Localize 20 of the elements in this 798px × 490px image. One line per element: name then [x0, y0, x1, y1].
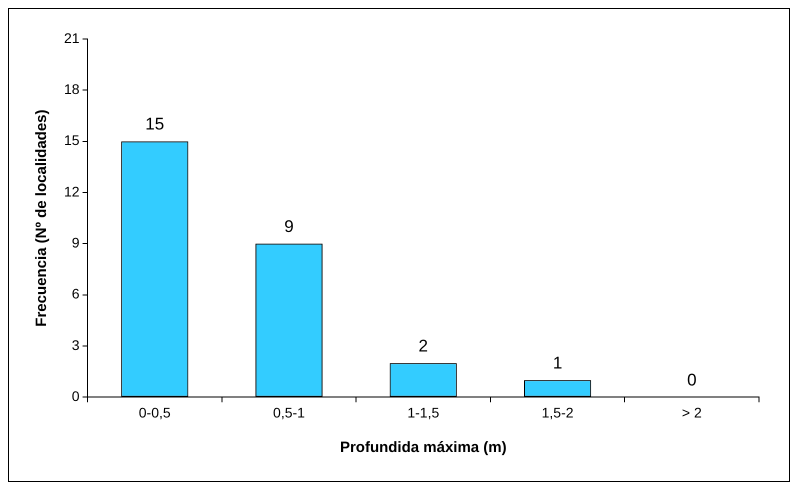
- y-tick-label: 6: [72, 286, 80, 302]
- y-tick-label: 12: [64, 183, 80, 200]
- data-label: 1: [552, 353, 562, 372]
- data-label: 9: [284, 216, 294, 236]
- x-tick-label: > 2: [682, 404, 702, 420]
- x-tick-label: 0-0,5: [138, 404, 171, 420]
- y-tick-label: 9: [72, 234, 80, 251]
- x-axis-title: Profundida máxima (m): [340, 439, 507, 456]
- x-tick-label: 1-1,5: [407, 404, 440, 420]
- data-label: 0: [687, 370, 697, 390]
- y-tick-label: 18: [64, 81, 80, 98]
- y-tick-label: 0: [72, 388, 80, 404]
- y-axis-title: Frecuencia (Nº de localidades): [33, 109, 50, 327]
- data-label: 15: [145, 114, 164, 134]
- x-tick-label: 0,5-1: [273, 404, 306, 420]
- data-label: 2: [418, 336, 428, 356]
- x-tick-label: 1,5-2: [542, 404, 574, 420]
- y-tick-label: 15: [64, 132, 80, 148]
- y-tick-label: 3: [72, 336, 80, 353]
- y-tick-label: 21: [64, 30, 80, 46]
